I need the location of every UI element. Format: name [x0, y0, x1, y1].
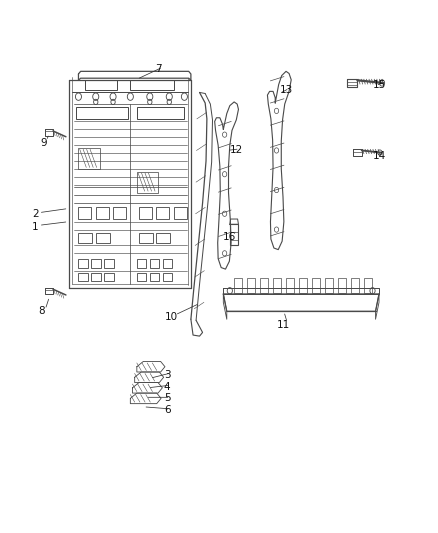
Text: 3: 3 — [164, 369, 170, 379]
Bar — [299, 278, 307, 293]
Bar — [156, 207, 169, 219]
Bar — [139, 207, 152, 219]
Bar — [137, 107, 184, 119]
Bar — [137, 172, 159, 192]
Bar — [78, 259, 88, 268]
Bar — [104, 273, 114, 281]
Text: 9: 9 — [41, 138, 47, 148]
Text: 6: 6 — [164, 405, 170, 415]
Bar — [137, 273, 146, 281]
Bar — [150, 259, 159, 268]
Bar — [137, 259, 146, 268]
Bar — [364, 278, 372, 293]
Text: 10: 10 — [165, 312, 178, 321]
Bar — [131, 80, 173, 90]
Bar — [325, 278, 333, 293]
Text: 11: 11 — [277, 319, 290, 329]
Bar — [150, 273, 159, 281]
Text: 1: 1 — [32, 222, 39, 232]
Bar — [163, 273, 172, 281]
Text: 4: 4 — [164, 382, 170, 392]
Bar — [312, 278, 320, 293]
Text: 12: 12 — [230, 146, 243, 156]
Bar — [92, 273, 101, 281]
Bar — [286, 278, 294, 293]
Bar — [234, 278, 242, 293]
Text: 2: 2 — [32, 209, 39, 219]
Bar — [338, 278, 346, 293]
Bar — [351, 278, 359, 293]
Text: 16: 16 — [223, 232, 237, 243]
Bar — [260, 278, 268, 293]
Bar — [85, 80, 117, 90]
Bar — [96, 233, 110, 243]
Text: 8: 8 — [39, 306, 45, 316]
Text: 7: 7 — [155, 64, 162, 74]
Bar — [113, 207, 126, 219]
Text: 13: 13 — [279, 85, 293, 95]
Bar — [173, 207, 187, 219]
Bar — [273, 278, 281, 293]
Text: 5: 5 — [164, 393, 170, 403]
Bar — [230, 224, 238, 245]
Bar — [76, 107, 128, 119]
Bar — [139, 233, 153, 243]
Text: 14: 14 — [372, 151, 385, 161]
Bar — [163, 259, 172, 268]
Bar — [247, 278, 255, 293]
Bar — [92, 259, 101, 268]
Bar — [78, 273, 88, 281]
Bar — [156, 233, 170, 243]
Bar — [78, 207, 92, 219]
Bar — [96, 207, 109, 219]
Bar — [78, 148, 100, 169]
Bar — [104, 259, 114, 268]
Bar — [78, 233, 92, 243]
Text: 15: 15 — [372, 79, 385, 90]
